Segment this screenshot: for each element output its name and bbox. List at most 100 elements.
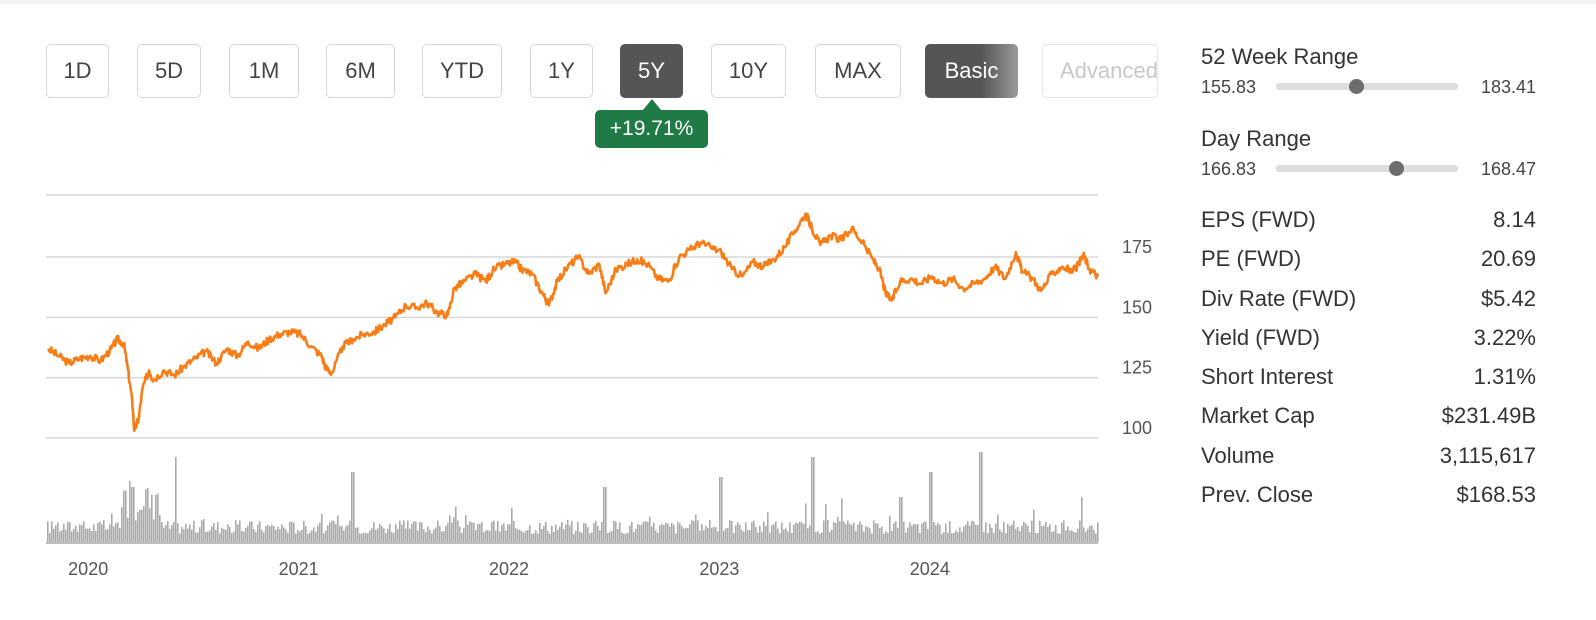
volume-bar bbox=[253, 528, 255, 542]
period-button-6m[interactable]: 6M bbox=[326, 44, 395, 98]
period-selector: 1D 5D 1M 6M YTD 1Y 5Y 10Y MAX Basic Adva… bbox=[46, 44, 1158, 100]
advanced-mode-button[interactable]: Advanced bbox=[1042, 44, 1158, 98]
volume-bar bbox=[79, 524, 81, 542]
week52-range-low: 155.83 bbox=[1201, 77, 1257, 97]
period-button-1d[interactable]: 1D bbox=[46, 44, 109, 98]
volume-bar bbox=[697, 520, 699, 542]
volume-bar bbox=[393, 533, 395, 542]
day-range-marker bbox=[1389, 161, 1405, 176]
volume-bar bbox=[363, 532, 365, 542]
volume-bar bbox=[1033, 509, 1035, 542]
volume-bar bbox=[553, 531, 555, 542]
volume-bar bbox=[845, 524, 847, 542]
volume-bar bbox=[955, 530, 957, 542]
volume-bar bbox=[597, 526, 599, 542]
volume-bar bbox=[361, 533, 363, 542]
volume-bar bbox=[409, 528, 411, 542]
volume-bar bbox=[297, 529, 299, 542]
volume-bar bbox=[415, 521, 417, 542]
volume-bar bbox=[455, 506, 457, 542]
stat-label: Yield (FWD) bbox=[1201, 324, 1320, 350]
volume-bar bbox=[201, 520, 203, 542]
volume-bar bbox=[325, 530, 327, 542]
volume-bar bbox=[1015, 528, 1017, 542]
volume-bar bbox=[89, 528, 91, 542]
y-tick-label: 100 bbox=[1122, 418, 1152, 438]
basic-mode-button[interactable]: Basic bbox=[925, 44, 1018, 98]
volume-bar bbox=[197, 532, 199, 542]
volume-bar bbox=[1051, 532, 1053, 542]
price-chart: 100 125 150 175 2020 2021 2022 2023 2024 bbox=[46, 194, 1152, 579]
volume-bar bbox=[651, 526, 653, 542]
volume-bar bbox=[653, 522, 655, 542]
volume-bar bbox=[421, 522, 423, 542]
volume-bar bbox=[621, 532, 623, 542]
volume-bar bbox=[701, 524, 703, 542]
y-tick-label: 150 bbox=[1122, 297, 1152, 317]
volume-bar bbox=[335, 524, 337, 542]
volume-bar bbox=[545, 521, 547, 542]
period-button-1m[interactable]: 1M bbox=[229, 44, 299, 98]
volume-bar bbox=[121, 507, 123, 542]
volume-bar bbox=[611, 530, 613, 542]
volume-bar bbox=[981, 452, 983, 542]
volume-bar bbox=[923, 521, 925, 542]
volume-bar bbox=[649, 516, 651, 542]
volume-bar bbox=[347, 525, 349, 542]
volume-bar bbox=[881, 526, 883, 542]
volume-bar bbox=[969, 525, 971, 542]
volume-bar bbox=[629, 525, 631, 542]
volume-bar bbox=[771, 525, 773, 542]
volume-bar bbox=[141, 509, 143, 542]
week52-range-high: 183.41 bbox=[1480, 77, 1536, 97]
volume-bar bbox=[837, 516, 839, 542]
volume-bar bbox=[305, 526, 307, 542]
volume-bar bbox=[925, 521, 927, 542]
volume-bar bbox=[235, 520, 237, 542]
volume-bar bbox=[765, 525, 767, 542]
volume-bar bbox=[805, 503, 807, 542]
volume-bar bbox=[85, 528, 87, 542]
volume-bar bbox=[567, 519, 569, 542]
volume-bar bbox=[761, 532, 763, 542]
volume-bar bbox=[543, 525, 545, 542]
period-button-ytd[interactable]: YTD bbox=[422, 44, 502, 98]
volume-bar bbox=[433, 529, 435, 542]
period-button-1y[interactable]: 1Y bbox=[530, 44, 593, 98]
volume-bar bbox=[975, 524, 977, 542]
stats-list: EPS (FWD) 8.14 PE (FWD) 20.69 Div Rate (… bbox=[1200, 205, 1536, 519]
volume-bar bbox=[803, 523, 805, 542]
period-button-5y[interactable]: 5Y bbox=[620, 44, 683, 98]
volume-bar bbox=[187, 528, 189, 542]
period-button-5d[interactable]: 5D bbox=[137, 44, 201, 98]
volume-bar bbox=[1069, 531, 1071, 542]
stat-row-yield: Yield (FWD) 3.22% bbox=[1200, 323, 1536, 362]
volume-bar bbox=[265, 526, 267, 542]
volume-bar bbox=[603, 487, 605, 542]
volume-bar bbox=[517, 529, 519, 542]
period-button-10y[interactable]: 10Y bbox=[711, 44, 786, 98]
volume-bar bbox=[65, 529, 67, 542]
volume-bar bbox=[583, 522, 585, 542]
period-button-max[interactable]: MAX bbox=[815, 44, 901, 98]
volume-bar bbox=[687, 528, 689, 542]
volume-bar bbox=[93, 524, 95, 542]
volume-bar bbox=[717, 531, 719, 542]
volume-bar bbox=[775, 521, 777, 542]
volume-bar bbox=[311, 530, 313, 542]
volume-bar bbox=[933, 522, 935, 542]
volume-bar bbox=[1037, 533, 1039, 542]
volume-bar bbox=[721, 477, 723, 542]
volume-bar bbox=[917, 523, 919, 542]
volume-bar bbox=[819, 533, 821, 542]
volume-bar bbox=[233, 531, 235, 542]
volume-bar bbox=[857, 524, 859, 542]
volume-bar bbox=[705, 526, 707, 542]
volume-bar bbox=[161, 522, 163, 542]
week52-range-track bbox=[1276, 79, 1458, 94]
volume-bar bbox=[587, 527, 589, 542]
volume-bar bbox=[501, 524, 503, 542]
volume-bar bbox=[747, 529, 749, 542]
volume-bar bbox=[883, 533, 885, 542]
volume-bar bbox=[221, 527, 223, 542]
